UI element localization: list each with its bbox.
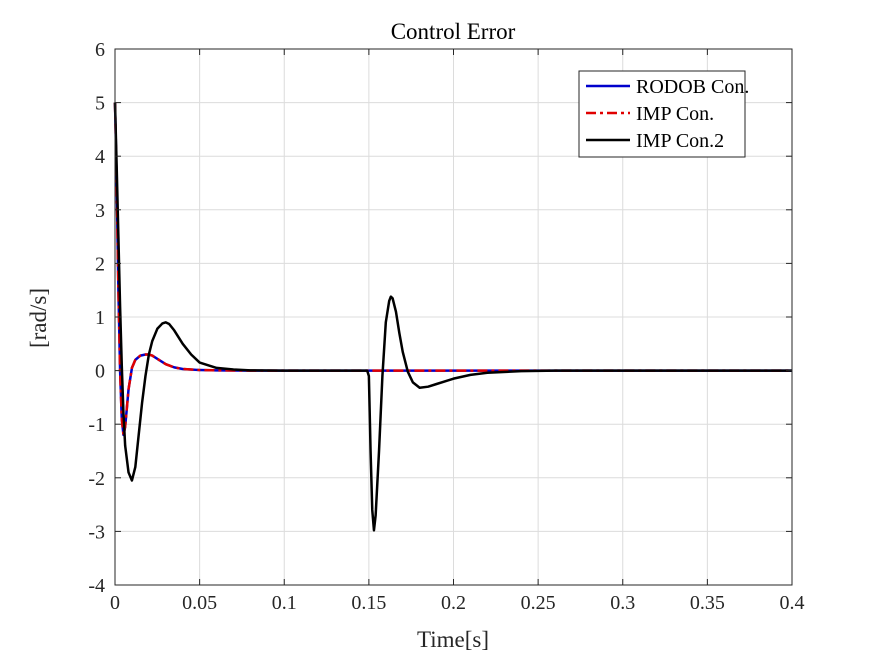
y-tick-label: 0 [95, 361, 105, 383]
legend: RODOB Con. IMP Con. IMP Con.2 [578, 70, 749, 158]
x-tick-label: 0.05 [182, 592, 217, 614]
x-tick-label: 0.15 [351, 592, 386, 614]
y-tick-label: -1 [88, 414, 105, 436]
y-tick-label: 3 [95, 200, 105, 222]
series-line-imp-con [113, 102, 792, 437]
y-tick-label: -3 [88, 521, 105, 543]
y-tick-labels: -4 -3 -2 -1 0 1 2 3 4 5 6 [88, 39, 105, 597]
x-tick-label: 0.35 [690, 592, 725, 614]
x-tick-label: 0.2 [441, 592, 466, 614]
x-tick-label: 0 [110, 592, 120, 614]
series-layer [113, 102, 792, 532]
x-tick-labels: 0 0.05 0.1 0.15 0.2 0.25 0.3 0.35 0.4 [110, 592, 805, 614]
y-tick-label: 5 [95, 93, 105, 115]
y-tick-label: 4 [95, 146, 105, 168]
x-axis-title: Time[s] [417, 627, 489, 652]
x-tick-label: 0.1 [272, 592, 297, 614]
legend-label-imp-con-2: IMP Con.2 [636, 130, 724, 152]
horizontal-gridlines [115, 48, 792, 586]
series-line-imp-con-2 [113, 102, 792, 532]
y-tick-label: 2 [95, 253, 105, 275]
x-tick-label: 0.25 [521, 592, 556, 614]
y-tick-label: -2 [88, 468, 105, 490]
x-tick-label: 0.4 [780, 592, 805, 614]
y-axis-title: [rad/s] [26, 288, 51, 348]
y-axis-ticks [115, 48, 792, 586]
y-tick-label: -4 [88, 575, 105, 597]
y-tick-label: 1 [95, 307, 105, 329]
legend-label-rodob-con: RODOB Con. [636, 76, 749, 98]
chart-title: Control Error [391, 19, 516, 44]
y-tick-label: 6 [95, 39, 105, 61]
x-tick-label: 0.3 [610, 592, 635, 614]
x-axis-ticks [114, 49, 793, 585]
legend-label-imp-con: IMP Con. [636, 103, 714, 125]
